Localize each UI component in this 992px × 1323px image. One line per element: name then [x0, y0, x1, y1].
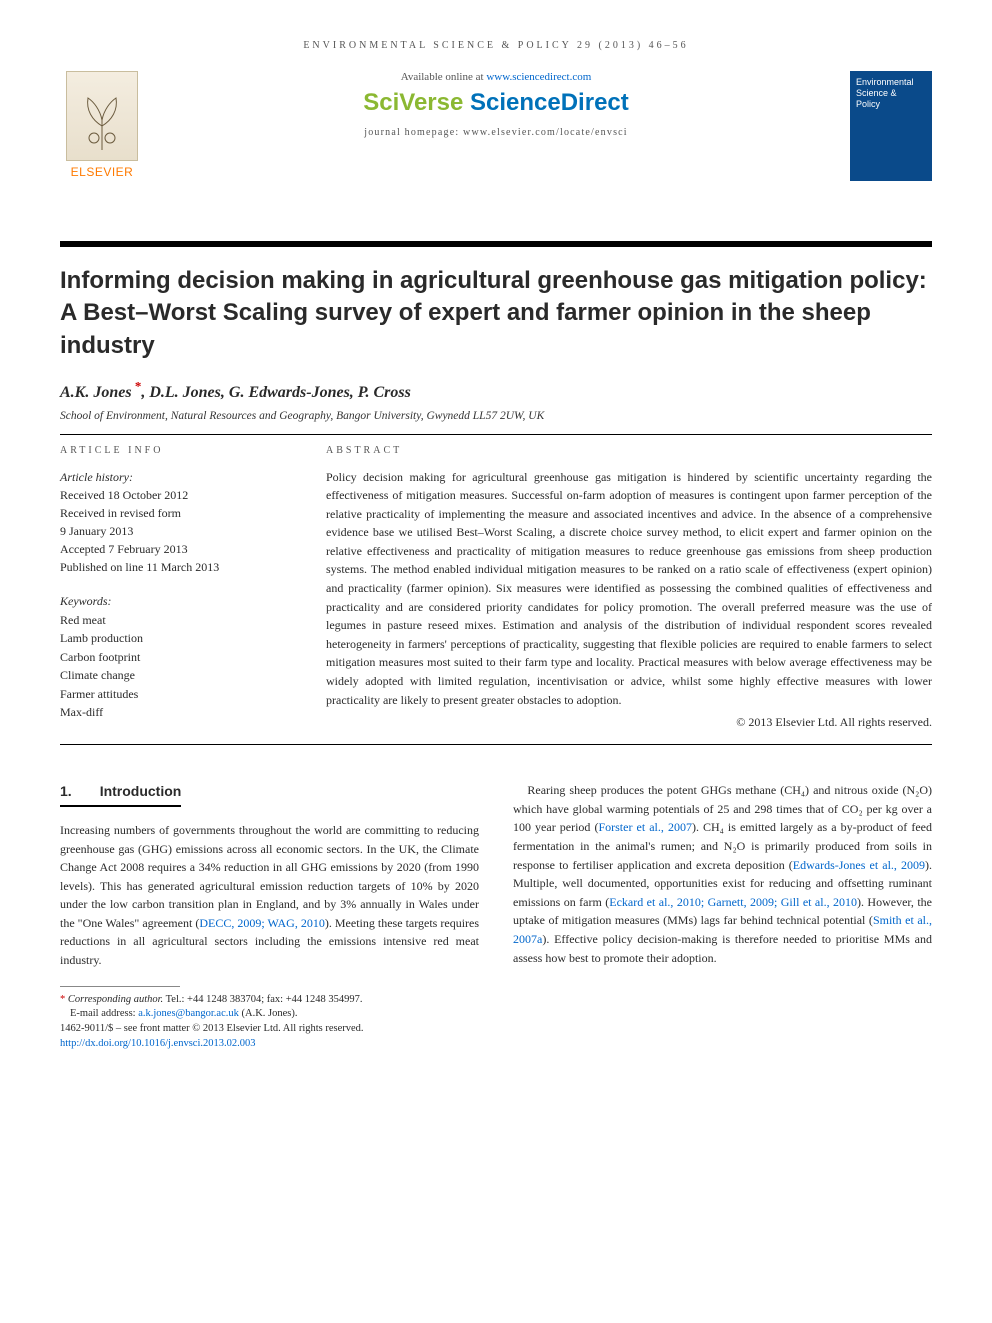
- keyword-item: Max-diff: [60, 703, 290, 722]
- body-text: Increasing numbers of governments throug…: [60, 823, 479, 930]
- history-received: Received 18 October 2012: [60, 486, 290, 504]
- keyword-item: Climate change: [60, 666, 290, 685]
- history-revised-1: Received in revised form: [60, 504, 290, 522]
- footnotes: * Corresponding author. Tel.: +44 1248 3…: [60, 993, 479, 1052]
- section-number: 1.: [60, 783, 72, 799]
- keywords-list: Red meat Lamb production Carbon footprin…: [60, 611, 290, 723]
- citation-link[interactable]: Eckard et al., 2010; Garnett, 2009; Gill…: [609, 895, 857, 909]
- available-online-line: Available online at www.sciencedirect.co…: [60, 71, 932, 83]
- journal-cover-thumbnail: Environmental Science & Policy: [850, 71, 932, 181]
- keyword-item: Lamb production: [60, 629, 290, 648]
- abstract-head: abstract: [326, 445, 932, 456]
- body-paragraph: Rearing sheep produces the potent GHGs m…: [513, 781, 932, 967]
- article-history: Article history: Received 18 October 201…: [60, 468, 290, 576]
- keyword-item: Farmer attitudes: [60, 685, 290, 704]
- sciverse-logo: SciVerse ScienceDirect: [60, 89, 932, 117]
- sciencedirect-url-link[interactable]: www.sciencedirect.com: [486, 71, 591, 83]
- author-names: A.K. Jones *, D.L. Jones, G. Edwards-Jon…: [60, 384, 411, 401]
- body-paragraph: Increasing numbers of governments throug…: [60, 821, 479, 970]
- info-bottom-rule: [60, 744, 932, 745]
- keyword-item: Red meat: [60, 611, 290, 630]
- article-info-head: article info: [60, 445, 290, 456]
- abstract-text: Policy decision making for agricultural …: [326, 468, 932, 710]
- affiliation: School of Environment, Natural Resources…: [60, 410, 932, 422]
- history-revised-2: 9 January 2013: [60, 522, 290, 540]
- section-heading: 1. Introduction: [60, 781, 181, 807]
- publisher-header: ELSEVIER Available online at www.science…: [60, 71, 932, 221]
- article-title: Informing decision making in agricultura…: [60, 247, 932, 378]
- footnote-rule: [60, 986, 180, 987]
- email-link[interactable]: a.k.jones@bangor.ac.uk: [138, 1008, 239, 1019]
- copyright-line: © 2013 Elsevier Ltd. All rights reserved…: [326, 715, 932, 730]
- homepage-url: www.elsevier.com/locate/envsci: [463, 127, 628, 138]
- body-columns: 1. Introduction Increasing numbers of gov…: [60, 781, 932, 1051]
- email-label: E-mail address:: [70, 1008, 138, 1019]
- cover-line-2: Science &: [856, 88, 926, 99]
- keyword-item: Carbon footprint: [60, 648, 290, 667]
- article-info-column: article info Article history: Received 1…: [60, 445, 290, 731]
- history-published: Published on line 11 March 2013: [60, 558, 290, 576]
- corresponding-author-note: * Corresponding author. Tel.: +44 1248 3…: [60, 993, 479, 1008]
- elsevier-logo: ELSEVIER: [60, 71, 144, 179]
- body-text: ). Effective policy decision-making is t…: [513, 932, 932, 965]
- citation-link[interactable]: DECC, 2009; WAG, 2010: [199, 916, 325, 930]
- citation-link[interactable]: Forster et al., 2007: [598, 820, 691, 834]
- corr-label: Corresponding author.: [65, 994, 163, 1005]
- citation-link[interactable]: Edwards-Jones et al., 2009: [793, 858, 925, 872]
- homepage-prefix: journal homepage:: [364, 127, 463, 138]
- corresponding-star-icon: *: [132, 378, 142, 393]
- cover-line-3: Policy: [856, 99, 926, 110]
- info-top-rule: [60, 434, 932, 435]
- elsevier-tree-icon: [66, 71, 138, 161]
- sciverse-word: SciVerse: [363, 89, 470, 116]
- cover-line-1: Environmental: [856, 77, 926, 88]
- history-accepted: Accepted 7 February 2013: [60, 540, 290, 558]
- body-column-left: 1. Introduction Increasing numbers of gov…: [60, 781, 479, 1051]
- doi-link[interactable]: http://dx.doi.org/10.1016/j.envsci.2013.…: [60, 1038, 256, 1049]
- author-list: A.K. Jones *, D.L. Jones, G. Edwards-Jon…: [60, 378, 932, 401]
- corr-contact: Tel.: +44 1248 383704; fax: +44 1248 354…: [163, 994, 362, 1005]
- keywords-head: Keywords:: [60, 594, 290, 609]
- section-title: Introduction: [100, 783, 182, 799]
- available-prefix: Available online at: [401, 71, 487, 83]
- issn-line: 1462-9011/$ – see front matter © 2013 El…: [60, 1022, 479, 1037]
- history-label: Article history:: [60, 468, 290, 486]
- email-after: (A.K. Jones).: [239, 1008, 298, 1019]
- sciencedirect-word: ScienceDirect: [470, 89, 629, 116]
- body-column-right: Rearing sheep produces the potent GHGs m…: [513, 781, 932, 1051]
- running-head: environmental science & policy 29 (2013)…: [60, 40, 932, 51]
- article-info-row: article info Article history: Received 1…: [60, 445, 932, 731]
- journal-homepage-line: journal homepage: www.elsevier.com/locat…: [60, 127, 932, 138]
- elsevier-wordmark: ELSEVIER: [60, 165, 144, 179]
- email-line: E-mail address: a.k.jones@bangor.ac.uk (…: [60, 1007, 479, 1022]
- abstract-column: abstract Policy decision making for agri…: [326, 445, 932, 731]
